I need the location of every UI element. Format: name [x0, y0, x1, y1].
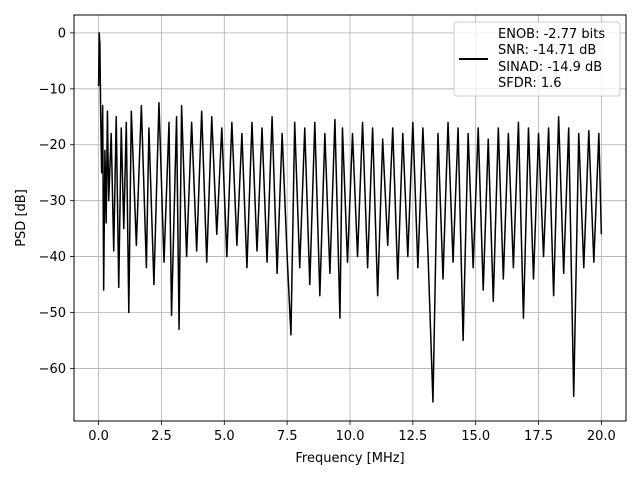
y-tick-label: −30: [39, 194, 66, 209]
x-tick-label: 2.5: [151, 429, 172, 444]
x-tick-label: 12.5: [398, 429, 427, 444]
x-axis-label: Frequency [MHz]: [295, 451, 404, 466]
y-tick-label: −60: [39, 362, 66, 377]
x-tick-label: 17.5: [524, 429, 553, 444]
legend-line-sinad: SINAD: -14.9 dB: [498, 60, 602, 75]
legend-line-sfdr: SFDR: 1.6: [498, 76, 562, 91]
plot-area: [97, 32, 603, 403]
y-tick-label: −40: [39, 250, 66, 265]
x-tick-label: 7.5: [277, 429, 298, 444]
x-tick-label: 20.0: [587, 429, 616, 444]
y-tick-label: −10: [39, 82, 66, 97]
legend: ENOB: -2.77 bits SNR: -14.71 dB SINAD: -…: [453, 21, 621, 97]
legend-line-enob: ENOB: -2.77 bits: [498, 27, 605, 42]
x-tick-label: 15.0: [461, 429, 490, 444]
legend-line-snr: SNR: -14.71 dB: [498, 43, 596, 58]
y-axis-label: PSD [dB]: [14, 189, 29, 247]
y-tick-label: −20: [39, 138, 66, 153]
y-tick-label: 0: [58, 26, 66, 41]
x-tick-label: 10.0: [336, 429, 365, 444]
x-tick-label: 5.0: [214, 429, 235, 444]
legend-box: [453, 21, 621, 97]
y-tick-label: −50: [39, 306, 66, 321]
x-tick-label: 0.0: [88, 429, 109, 444]
x-axis: 0.0 2.5 5.0 7.5 10.0 12.5 15.0 17.5 20.0: [88, 421, 616, 444]
y-axis: 0 −10 −20 −30 −40 −50 −60: [39, 26, 74, 377]
psd-series-line: [97, 32, 603, 403]
